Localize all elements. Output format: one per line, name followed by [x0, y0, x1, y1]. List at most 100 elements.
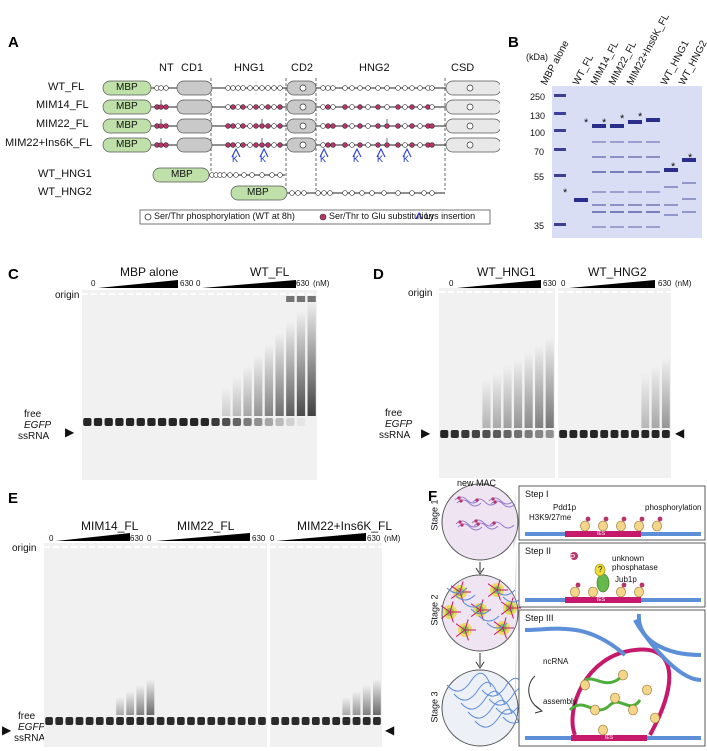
ies-label-1: IES: [597, 531, 606, 537]
main-band: [646, 118, 660, 122]
ies-loop: [459, 581, 464, 593]
step-1-label: Step I: [525, 489, 549, 499]
cd1-box: [176, 137, 213, 153]
hng2-site: [289, 190, 295, 196]
ies-loop: [470, 609, 481, 617]
panel-label-b: B: [508, 34, 519, 51]
free-band: [187, 717, 195, 725]
glu-site: [240, 104, 246, 110]
phos-site: [325, 85, 331, 91]
panel-label-d: D: [373, 266, 384, 283]
conc-max-e3: 630: [367, 534, 381, 543]
domain-hng1: HNG1: [234, 62, 265, 74]
origin-label-e: origin: [12, 543, 37, 554]
conc-max-d1: 630: [543, 279, 557, 288]
free-band: [600, 430, 609, 438]
nucleosome: [598, 520, 608, 532]
nucleosome: [616, 586, 626, 598]
conc-wedges-d: [457, 280, 655, 288]
ssrna-label-e: ssRNA: [14, 733, 46, 744]
hng2-site: [359, 190, 365, 196]
panel-label-e: E: [8, 490, 19, 507]
main-band: [574, 198, 588, 202]
pdd1p-dot: [474, 519, 478, 523]
glu-site: [259, 142, 265, 148]
lys-insertion-mark: [259, 147, 269, 158]
cd1-box: [176, 80, 213, 96]
phos-site: [225, 85, 231, 91]
free-band: [176, 717, 185, 725]
step-2-label: Step II: [525, 546, 552, 556]
glu-site: [395, 123, 401, 129]
ies-loop: [449, 601, 454, 613]
minor-band: [682, 198, 696, 200]
lys-insertion-mark: [402, 147, 412, 158]
free-band: [352, 717, 361, 725]
minor-band: [628, 191, 642, 193]
nucleosome: [588, 586, 598, 598]
origin-band: [296, 296, 306, 302]
gel-e2-lanes: [270, 543, 382, 747]
mac-chromosome: [467, 699, 513, 719]
cd1-box: [176, 118, 213, 134]
glu-site: [375, 142, 381, 148]
domain-cd2: CD2: [291, 62, 314, 74]
dna-step3: [525, 735, 701, 741]
nucleosome: [634, 520, 644, 532]
minor-band: [664, 214, 678, 216]
stage-3-nucleus: [441, 669, 519, 747]
construct-mim14-fl: MIM14_FL: [36, 99, 89, 111]
mac-dna: [486, 622, 508, 629]
ies-label-2: IES: [597, 597, 606, 603]
conc-wedges: [98, 280, 296, 288]
gel-d2-lanes: [558, 288, 671, 478]
shift-smear: [126, 691, 135, 715]
minor-band: [682, 211, 696, 213]
emsa-gel-e1: [44, 543, 267, 747]
phos-site: [342, 85, 348, 91]
free-band: [296, 418, 306, 426]
phos-site: [277, 85, 283, 91]
phos-site: [395, 85, 401, 91]
pdd1p-dot: [460, 523, 464, 527]
glu-site: [342, 142, 348, 148]
phos-site: [429, 104, 435, 110]
minor-band: [646, 156, 660, 158]
legend-glu-icon: [319, 213, 327, 221]
minor-band: [592, 226, 606, 228]
phos-site: [365, 123, 371, 129]
free-label-d: free: [385, 408, 403, 419]
phosphatase-label: phosphatase: [612, 563, 658, 572]
star-4: *: [620, 113, 625, 125]
minor-band: [664, 186, 678, 188]
free-band: [207, 717, 216, 725]
shift-smear: [243, 366, 252, 416]
ncrna-label: ncRNA: [543, 657, 569, 666]
main-band: [682, 158, 696, 162]
free-band: [311, 717, 320, 725]
jub1p-label: Jub1p: [615, 575, 637, 584]
free-band: [126, 717, 135, 725]
lys-k-5: K: [377, 154, 384, 164]
phos-site: [402, 104, 408, 110]
free-band: [661, 430, 670, 438]
group-mim14: MIM14_FL: [81, 519, 139, 533]
free-band: [651, 430, 660, 438]
shift-smear: [535, 345, 544, 428]
shift-smear: [232, 377, 242, 416]
group-wt-hng1: WT_HNG1: [477, 265, 536, 279]
glu-site: [330, 123, 336, 129]
unit-nm-e: (nM): [384, 534, 401, 543]
glu-site: [375, 123, 381, 129]
ies-loop: [440, 605, 451, 613]
mac-chromosome: [446, 672, 492, 692]
ies-loop: [450, 585, 461, 593]
nucleosome: [580, 679, 590, 691]
mbp-label-1: MBP: [116, 82, 138, 93]
glu-site: [230, 123, 236, 129]
phos-site: [247, 104, 253, 110]
hng2-site: [301, 190, 307, 196]
arrow-right-icon-e: ▶: [2, 723, 12, 737]
main-band: [610, 124, 624, 128]
free-band: [461, 430, 470, 438]
